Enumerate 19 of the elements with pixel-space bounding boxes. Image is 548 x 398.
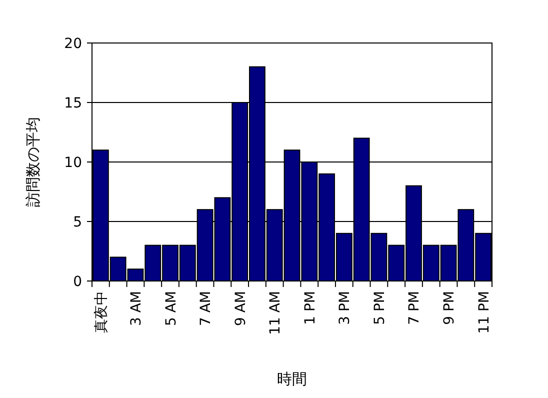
x-tick-label: 9 AM bbox=[232, 291, 249, 326]
x-tick-label: 9 PM bbox=[442, 291, 458, 325]
y-tick-label: 10 bbox=[64, 155, 82, 171]
y-axis-title: 訪問数の平均 bbox=[24, 117, 42, 207]
x-tick-label: 1 PM bbox=[302, 291, 318, 325]
x-tick-label: 真夜中 bbox=[94, 291, 110, 333]
x-tick-label: 3 PM bbox=[337, 291, 354, 325]
x-tick-label: 11 PM bbox=[476, 291, 492, 334]
y-tick-label: 5 bbox=[73, 214, 82, 230]
x-tick-label: 5 PM bbox=[372, 291, 388, 325]
x-axis-title: 時間 bbox=[277, 370, 307, 388]
x-tick-label: 3 AM bbox=[128, 291, 144, 326]
x-tick-label: 7 AM bbox=[198, 291, 214, 326]
y-tick-label: 20 bbox=[64, 36, 82, 52]
x-tick-label: 11 AM bbox=[268, 291, 284, 335]
x-tick-label: 7 PM bbox=[406, 291, 423, 325]
y-tick-label: 15 bbox=[64, 96, 82, 112]
x-tick-label: 5 AM bbox=[163, 291, 180, 326]
y-tick-label: 0 bbox=[73, 274, 82, 290]
